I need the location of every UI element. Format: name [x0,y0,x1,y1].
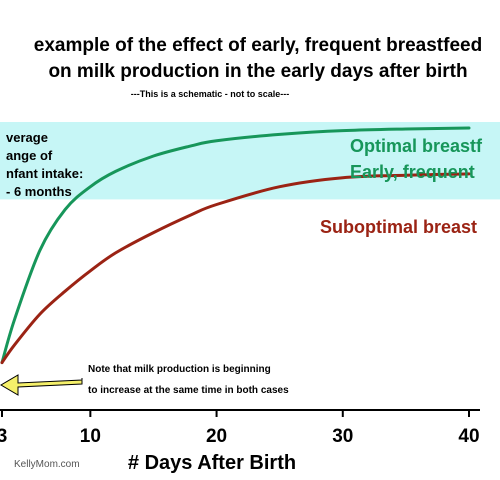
series-layer [0,126,471,365]
optimal-series-line [0,126,471,365]
x-tick-label: 30 [332,426,353,447]
band-label-line-3: nfant intake: [6,166,83,181]
x-axis-label: # Days After Birth [128,452,296,474]
suboptimal-label: Suboptimal breast [320,217,477,237]
suboptimal-series-line [0,172,471,365]
band-label-line-4: - 6 months [6,184,72,199]
optimal-label-line-2: Early, frequent [350,162,475,182]
x-axis: 3 10 20 30 40 [0,409,480,447]
note-line-2: to increase at the same time in both cas… [88,385,289,396]
band-label-line-1: verage [6,130,48,145]
x-tick-label: 20 [206,426,227,447]
source-credit: KellyMom.com [14,459,80,470]
x-tick-label: 40 [458,426,479,447]
annotation-arrow [0,374,83,396]
chart-subtitle: ---This is a schematic - not to scale--- [131,89,290,99]
intake-range-band [0,122,500,200]
band-label-line-2: ange of [6,148,53,163]
chart-title-line-1: example of the effect of early, frequent… [34,35,482,56]
optimal-label-line-1: Optimal breastf [350,136,483,156]
note-line-1: Note that milk production is beginning [88,364,271,375]
x-tick-label: 10 [80,426,101,447]
chart-title-line-2: on milk production in the early days aft… [48,61,467,82]
x-tick-label: 3 [0,426,7,447]
